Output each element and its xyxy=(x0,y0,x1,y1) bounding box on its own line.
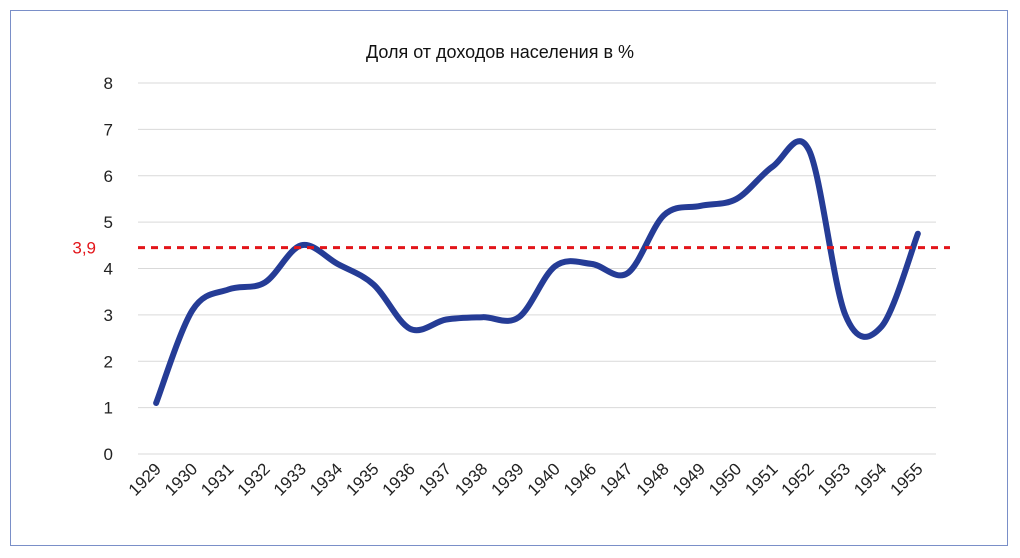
x-tick-label: 1952 xyxy=(778,459,818,499)
x-tick-label: 1932 xyxy=(234,459,274,499)
y-tick-label: 2 xyxy=(104,352,113,371)
x-axis-ticks: 1929193019311932193319341935193619371938… xyxy=(125,459,927,499)
chart-frame xyxy=(10,10,1008,546)
x-tick-label: 1929 xyxy=(125,459,165,499)
x-tick-label: 1948 xyxy=(633,459,673,499)
y-tick-label: 1 xyxy=(104,399,113,418)
y-tick-label: 4 xyxy=(104,260,113,279)
x-tick-label: 1954 xyxy=(850,459,890,499)
y-tick-label: 0 xyxy=(104,445,113,464)
x-tick-label: 1953 xyxy=(814,459,854,499)
x-tick-label: 1935 xyxy=(342,459,382,499)
x-tick-label: 1938 xyxy=(451,459,491,499)
y-tick-label: 6 xyxy=(104,167,113,186)
x-tick-label: 1939 xyxy=(488,459,528,499)
x-tick-label: 1946 xyxy=(560,459,600,499)
x-tick-label: 1951 xyxy=(741,459,781,499)
reference-line-label: 3,9 xyxy=(72,239,96,258)
y-tick-label: 8 xyxy=(104,74,113,93)
chart-title: Доля от доходов населения в % xyxy=(366,42,634,62)
x-tick-label: 1950 xyxy=(705,459,745,499)
y-tick-label: 3 xyxy=(104,306,113,325)
gridlines xyxy=(138,82,936,455)
x-tick-label: 1936 xyxy=(379,459,419,499)
series-line xyxy=(153,138,921,406)
x-tick-label: 1949 xyxy=(669,459,709,499)
x-tick-label: 1930 xyxy=(161,459,201,499)
x-tick-label: 1940 xyxy=(524,459,564,499)
x-tick-label: 1933 xyxy=(270,459,310,499)
y-axis-ticks: 0 1 2 3 4 5 6 7 8 xyxy=(104,74,113,464)
x-tick-label: 1931 xyxy=(197,459,237,499)
x-tick-label: 1937 xyxy=(415,459,455,499)
y-tick-label: 5 xyxy=(104,213,113,232)
x-tick-label: 1955 xyxy=(887,459,927,499)
y-tick-label: 7 xyxy=(104,120,113,139)
x-tick-label: 1934 xyxy=(306,459,346,499)
x-tick-label: 1947 xyxy=(596,459,636,499)
